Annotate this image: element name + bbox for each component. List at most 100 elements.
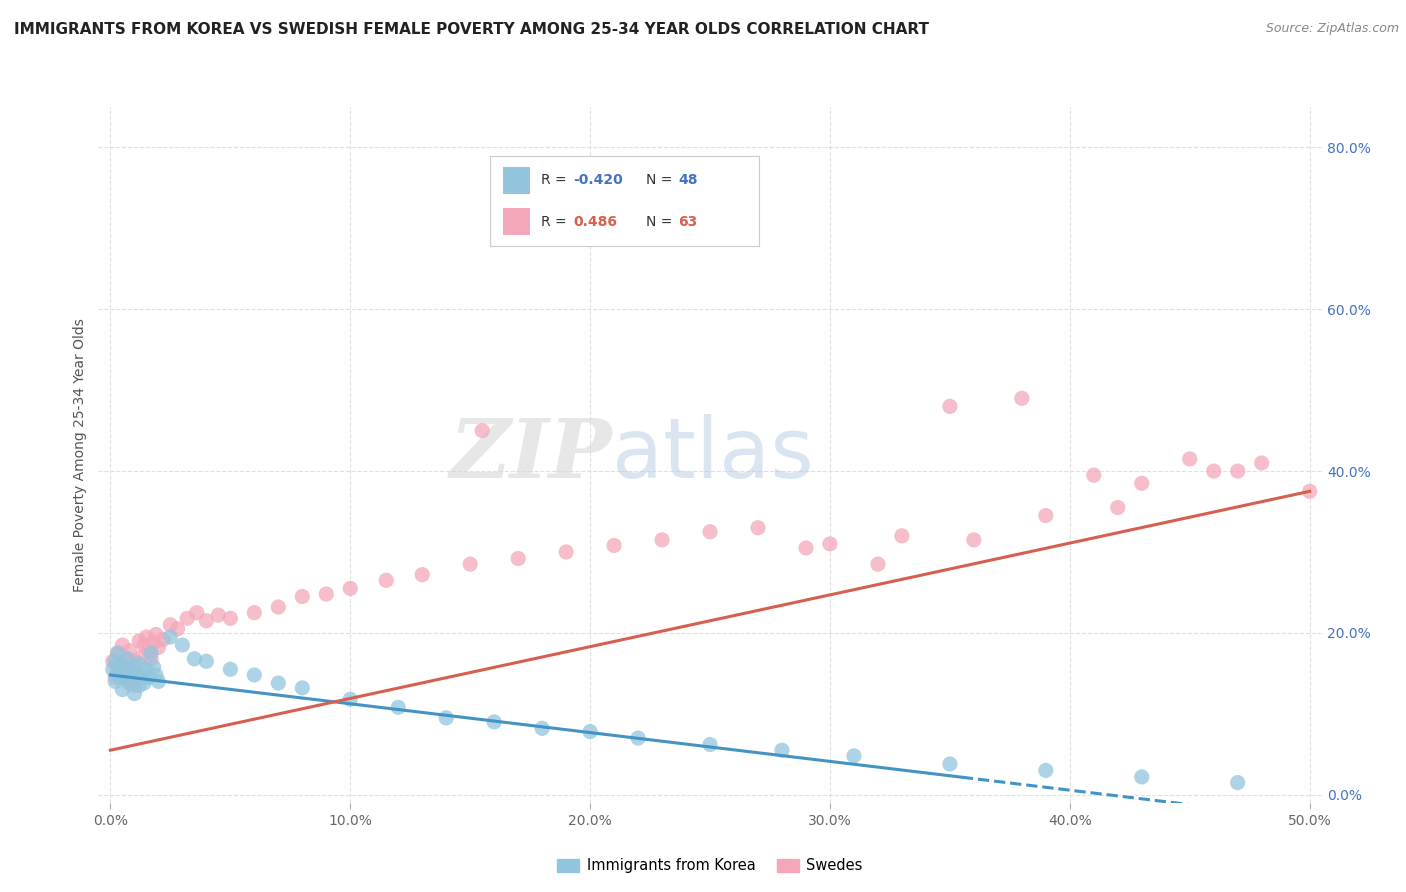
Point [111, 638, 134, 652]
Point [111, 670, 134, 684]
Point [118, 643, 141, 657]
Point [131, 650, 153, 665]
Point [115, 652, 138, 666]
Point [186, 606, 208, 620]
Point [145, 627, 167, 641]
Point [166, 622, 188, 636]
Point [1298, 484, 1320, 499]
Point [141, 652, 163, 666]
Point [1083, 468, 1105, 483]
Point [243, 668, 266, 682]
Point [132, 638, 155, 652]
Text: atlas: atlas [612, 415, 814, 495]
Point [141, 646, 163, 660]
Point [531, 722, 554, 736]
Point [124, 654, 146, 668]
Point [963, 533, 986, 547]
Point [128, 634, 150, 648]
Text: R =: R = [541, 173, 571, 187]
Point [770, 743, 793, 757]
Text: -0.420: -0.420 [574, 173, 623, 187]
Point [651, 533, 673, 547]
Point [267, 676, 290, 690]
Point [138, 670, 160, 684]
Point [124, 687, 146, 701]
Point [207, 608, 229, 623]
Point [579, 724, 602, 739]
Point [125, 670, 148, 684]
Point [138, 643, 160, 657]
Text: 63: 63 [678, 215, 697, 228]
Point [135, 630, 157, 644]
Point [115, 670, 138, 684]
Point [471, 424, 494, 438]
Legend: Immigrants from Korea, Swedes: Immigrants from Korea, Swedes [551, 853, 869, 879]
Point [219, 611, 242, 625]
Point [603, 539, 626, 553]
Point [339, 692, 361, 706]
Point [128, 678, 150, 692]
Point [939, 756, 962, 771]
Point [176, 611, 198, 625]
Point [104, 670, 127, 684]
Point [111, 658, 134, 673]
Point [131, 668, 153, 682]
Point [434, 711, 457, 725]
Point [267, 600, 290, 615]
Point [1226, 464, 1249, 478]
Point [135, 662, 157, 676]
Point [794, 541, 817, 555]
Point [747, 521, 769, 535]
Point [142, 635, 165, 649]
Point [111, 682, 134, 697]
Point [939, 400, 962, 414]
Point [108, 658, 131, 673]
Point [114, 662, 136, 676]
Point [866, 557, 889, 571]
Point [1035, 764, 1057, 778]
Point [818, 537, 841, 551]
Point [104, 674, 127, 689]
Point [458, 557, 481, 571]
Point [1202, 464, 1225, 478]
Point [1130, 770, 1153, 784]
Point [107, 662, 129, 676]
Point [627, 731, 650, 745]
Point [125, 668, 148, 682]
Point [124, 678, 146, 692]
Point [152, 632, 174, 647]
Text: N =: N = [645, 215, 676, 228]
Point [842, 748, 865, 763]
Point [195, 654, 218, 668]
Point [508, 551, 530, 566]
Text: Source: ZipAtlas.com: Source: ZipAtlas.com [1265, 22, 1399, 36]
Point [699, 738, 721, 752]
Point [315, 587, 337, 601]
Bar [503, 208, 530, 235]
Point [124, 660, 146, 674]
Point [118, 676, 141, 690]
Point [159, 617, 181, 632]
Point [132, 676, 155, 690]
Point [118, 676, 141, 690]
Point [1107, 500, 1129, 515]
Point [104, 654, 127, 668]
Bar [503, 167, 530, 194]
Point [219, 662, 242, 676]
Point [1226, 775, 1249, 789]
Point [107, 666, 129, 681]
Point [387, 700, 409, 714]
Point [375, 574, 398, 588]
Point [291, 590, 314, 604]
Point [172, 638, 194, 652]
Point [115, 652, 138, 666]
Point [142, 660, 165, 674]
Point [101, 654, 124, 668]
Point [108, 670, 131, 684]
Point [1035, 508, 1057, 523]
Text: 48: 48 [678, 173, 697, 187]
Point [482, 714, 505, 729]
Point [148, 640, 170, 655]
Text: R =: R = [541, 215, 571, 228]
Text: N =: N = [645, 173, 676, 187]
